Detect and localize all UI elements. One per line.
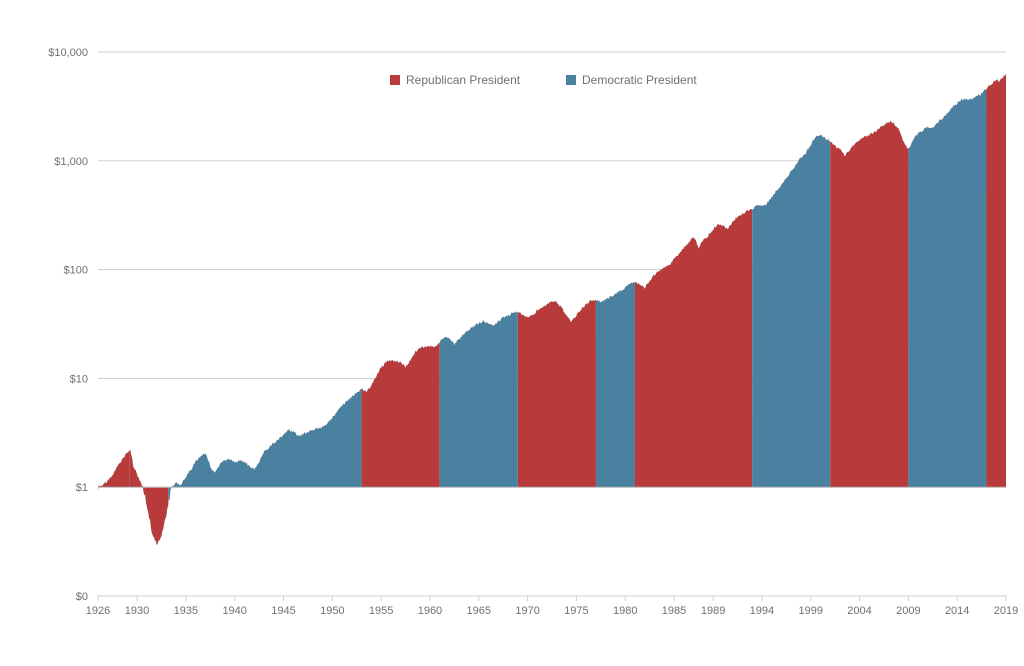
area-segment <box>830 121 908 487</box>
y-tick-label: $0 <box>76 591 88 603</box>
area-segment <box>440 312 518 488</box>
x-tick-label: 1955 <box>369 605 393 617</box>
x-tick-label: 2004 <box>847 605 871 617</box>
chart-svg: $0 $1 $10 $100 $1,000 $10,000 1926 1930 1935 1940… <box>0 0 1024 666</box>
area-segment <box>168 389 361 502</box>
area-segment <box>908 89 986 487</box>
x-tick-label: 2019 <box>994 605 1018 617</box>
x-tick-label: 1975 <box>564 605 588 617</box>
y-tick-label: $10 <box>70 373 88 385</box>
chart-container: $0 $1 $10 $100 $1,000 $10,000 1926 1930 1935 1940… <box>0 0 1024 666</box>
x-tick-label: 1989 <box>701 605 725 617</box>
area-segment <box>362 343 440 488</box>
x-tick-label: 1965 <box>467 605 491 617</box>
x-tick-label: 1940 <box>222 605 246 617</box>
y-tick-label: $1 <box>76 482 88 494</box>
x-tick-label: 1950 <box>320 605 344 617</box>
x-tick-label: 1926 <box>86 605 110 617</box>
x-tick-label: 1930 <box>125 605 149 617</box>
legend-swatch <box>390 75 400 85</box>
legend-label: Republican President <box>406 73 521 87</box>
area-segment <box>518 300 596 487</box>
y-tick-label: $100 <box>64 265 88 277</box>
area-segment <box>752 135 830 488</box>
legend-label: Democratic President <box>582 73 697 87</box>
legend-swatch <box>566 75 576 85</box>
area-segment <box>596 282 635 487</box>
y-tick-label: $10,000 <box>48 47 88 59</box>
x-tick-label: 1999 <box>798 605 822 617</box>
area-segment <box>986 74 1006 487</box>
x-tick-label: 2009 <box>896 605 920 617</box>
x-tick-label: 2014 <box>945 605 969 617</box>
x-tick-label: 1970 <box>515 605 539 617</box>
x-tick-label: 1985 <box>662 605 686 617</box>
area-segment <box>635 209 752 487</box>
x-tick-label: 1945 <box>271 605 295 617</box>
x-tick-label: 1994 <box>750 605 774 617</box>
x-tick-label: 1935 <box>174 605 198 617</box>
x-tick-label: 1980 <box>613 605 637 617</box>
y-tick-label: $1,000 <box>54 156 88 168</box>
x-tick-label: 1960 <box>418 605 442 617</box>
area-segment <box>98 451 129 490</box>
